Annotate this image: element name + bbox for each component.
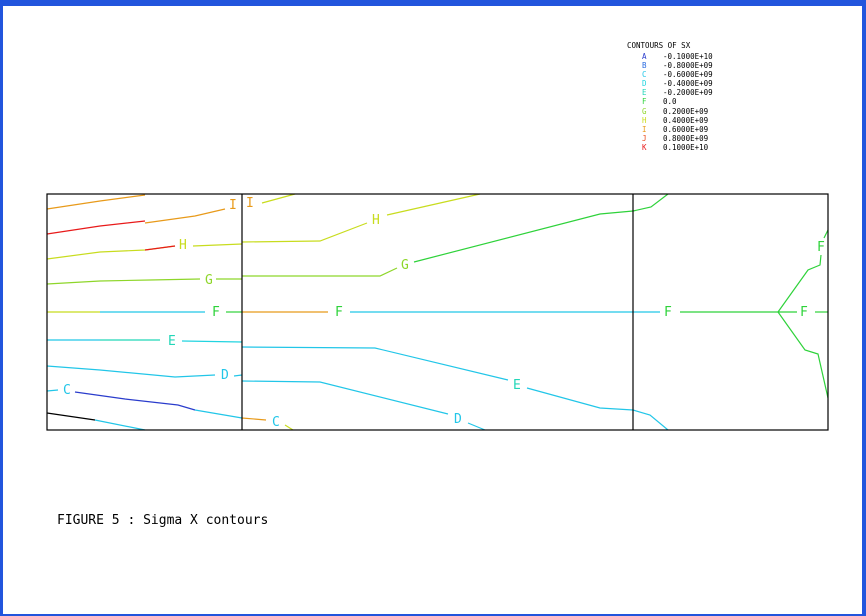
contour-line-e bbox=[181, 340, 243, 343]
contour-line-f bbox=[777, 311, 829, 399]
figure-caption: FIGURE 5 : Sigma X contours bbox=[57, 513, 269, 528]
legend: CONTOURS OF SX A -0.1000E+10 B -0.8000E+09… bbox=[627, 41, 713, 152]
contour-line-c bbox=[94, 419, 146, 431]
svg-text:F: F bbox=[642, 97, 647, 106]
legend-entry: J 0.8000E+09 bbox=[642, 134, 708, 143]
legend-entry: C -0.6000E+09 bbox=[642, 70, 713, 79]
svg-text:H: H bbox=[642, 116, 647, 125]
contour-line-g bbox=[46, 278, 201, 285]
outer-boundary bbox=[46, 193, 829, 431]
mesh-outline bbox=[46, 193, 829, 431]
legend-entry: D -0.4000E+09 bbox=[642, 79, 713, 88]
contour-labels: I I H H G G F F F F F E E D D C C bbox=[63, 196, 825, 430]
legend-entry: K 0.1000E+10 bbox=[642, 143, 709, 152]
contour-label-d: D bbox=[454, 412, 462, 427]
contour-label-i: I bbox=[229, 198, 237, 213]
legend-entry: B -0.8000E+09 bbox=[642, 61, 713, 70]
legend-entry: G 0.2000E+09 bbox=[642, 107, 708, 116]
contour-line-g bbox=[242, 267, 398, 277]
contour-line-e bbox=[526, 387, 634, 411]
legend-entry: F 0.0 bbox=[642, 97, 677, 106]
svg-text:0.8000E+09: 0.8000E+09 bbox=[663, 134, 708, 143]
contour-line-d bbox=[467, 422, 486, 431]
svg-text:0.0: 0.0 bbox=[663, 97, 677, 106]
contour-label-c: C bbox=[272, 415, 280, 430]
contour-line-h bbox=[192, 243, 243, 247]
svg-text:I: I bbox=[642, 125, 647, 134]
contour-label-c: C bbox=[63, 383, 71, 398]
contour-line-f bbox=[777, 254, 822, 313]
contour-label-e: E bbox=[168, 334, 176, 349]
legend-title: CONTOURS OF SX bbox=[627, 41, 691, 50]
svg-text:D: D bbox=[642, 79, 647, 88]
contour-label-g: G bbox=[401, 258, 409, 273]
legend-entry: A -0.1000E+10 bbox=[642, 52, 713, 61]
contour-line-e bbox=[241, 346, 509, 381]
contour-line-c bbox=[284, 424, 294, 431]
contour-line-j bbox=[46, 220, 146, 235]
svg-text:K: K bbox=[642, 143, 647, 152]
svg-text:J: J bbox=[642, 134, 647, 143]
contour-label-g: G bbox=[205, 273, 213, 288]
contour-line-h bbox=[46, 245, 176, 260]
contour-line-h bbox=[241, 222, 368, 243]
contour-line-j bbox=[144, 245, 176, 251]
contour-label-d: D bbox=[221, 368, 229, 383]
svg-text:-0.8000E+09: -0.8000E+09 bbox=[663, 61, 713, 70]
contour-label-e: E bbox=[513, 378, 521, 393]
contour-line-d bbox=[46, 365, 216, 378]
contour-label-f: F bbox=[212, 305, 220, 320]
contour-label-f: F bbox=[800, 305, 808, 320]
svg-text:B: B bbox=[642, 61, 647, 70]
contour-line-e bbox=[632, 409, 669, 431]
svg-text:0.6000E+09: 0.6000E+09 bbox=[663, 125, 708, 134]
svg-text:G: G bbox=[642, 107, 647, 116]
contour-label-f: F bbox=[664, 305, 672, 320]
svg-text:-0.1000E+10: -0.1000E+10 bbox=[663, 52, 713, 61]
legend-entry: I 0.6000E+09 bbox=[642, 125, 708, 134]
contour-line-g bbox=[413, 210, 634, 263]
contour-line-a bbox=[46, 412, 96, 421]
svg-text:-0.4000E+09: -0.4000E+09 bbox=[663, 79, 713, 88]
svg-text:A: A bbox=[642, 52, 647, 61]
contour-line-d bbox=[241, 380, 449, 415]
svg-text:-0.2000E+09: -0.2000E+09 bbox=[663, 88, 713, 97]
contour-line-c bbox=[46, 389, 59, 392]
legend-entry: E -0.2000E+09 bbox=[642, 88, 713, 97]
svg-text:0.4000E+09: 0.4000E+09 bbox=[663, 116, 708, 125]
svg-text:0.1000E+10: 0.1000E+10 bbox=[663, 143, 709, 152]
contour-line-c bbox=[194, 409, 243, 419]
contour-line-h bbox=[386, 193, 481, 216]
contour-line-i bbox=[46, 194, 146, 210]
contour-line-i bbox=[144, 208, 226, 224]
svg-text:-0.6000E+09: -0.6000E+09 bbox=[663, 70, 713, 79]
contour-line-i bbox=[261, 193, 296, 204]
contour-line-f bbox=[823, 229, 829, 239]
contour-label-f: F bbox=[817, 240, 825, 255]
contour-line-d bbox=[233, 374, 243, 377]
contour-label-i: I bbox=[246, 196, 254, 211]
svg-text:0.2000E+09: 0.2000E+09 bbox=[663, 107, 708, 116]
contour-line-b bbox=[74, 391, 196, 411]
contour-label-h: H bbox=[179, 238, 187, 253]
contour-lines bbox=[46, 193, 829, 431]
contour-line-c bbox=[241, 417, 267, 421]
svg-text:C: C bbox=[642, 70, 647, 79]
contour-line-g bbox=[632, 193, 669, 212]
legend-entry: H 0.4000E+09 bbox=[642, 116, 708, 125]
svg-text:E: E bbox=[642, 88, 647, 97]
contour-label-f: F bbox=[335, 305, 343, 320]
contour-label-h: H bbox=[372, 213, 380, 228]
